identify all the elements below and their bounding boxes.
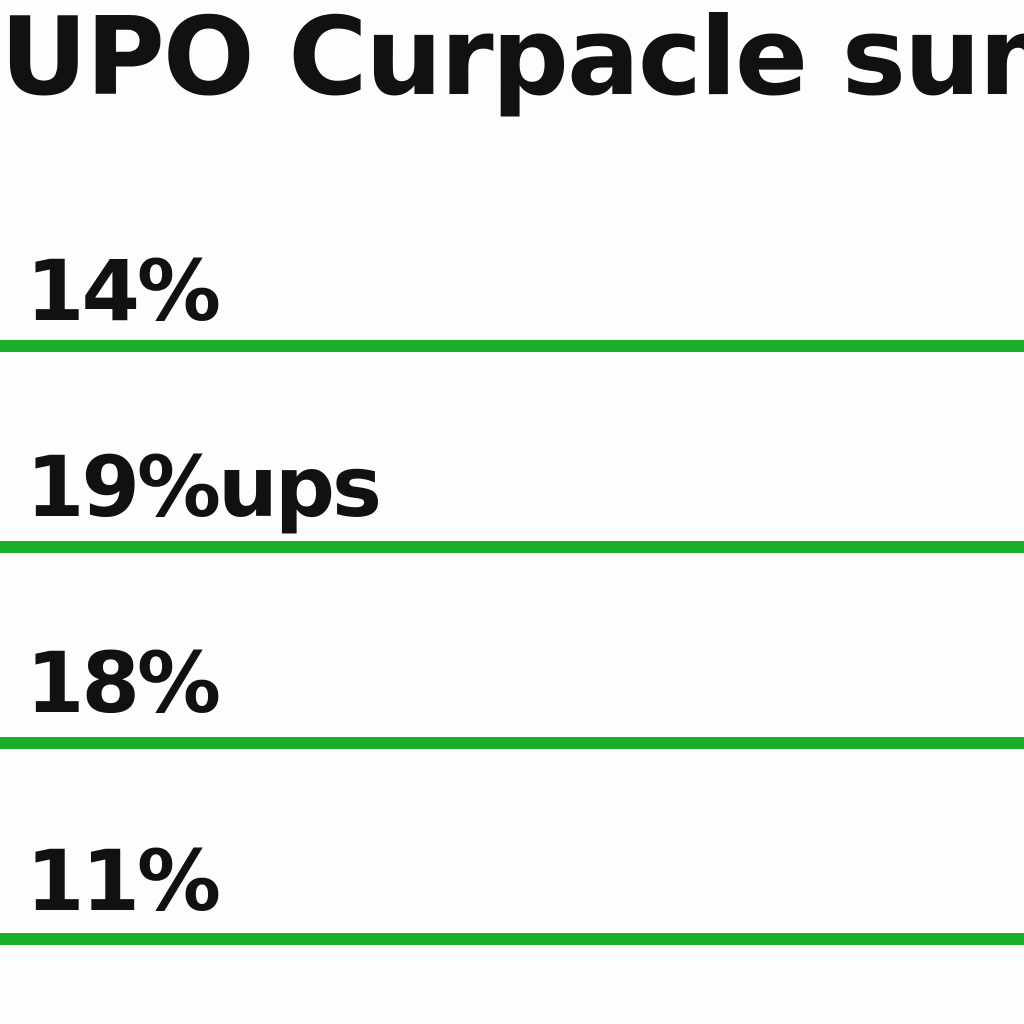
row-divider xyxy=(0,541,1024,553)
row-value: 14% xyxy=(26,242,221,340)
row-value: 19%ups xyxy=(26,438,382,536)
page-title: UPO Curpacle sum xyxy=(0,0,1024,118)
row-value: 11% xyxy=(26,832,221,930)
row-divider xyxy=(0,340,1024,352)
row-divider xyxy=(0,933,1024,945)
row-divider xyxy=(0,737,1024,749)
row-value: 18% xyxy=(26,634,221,732)
